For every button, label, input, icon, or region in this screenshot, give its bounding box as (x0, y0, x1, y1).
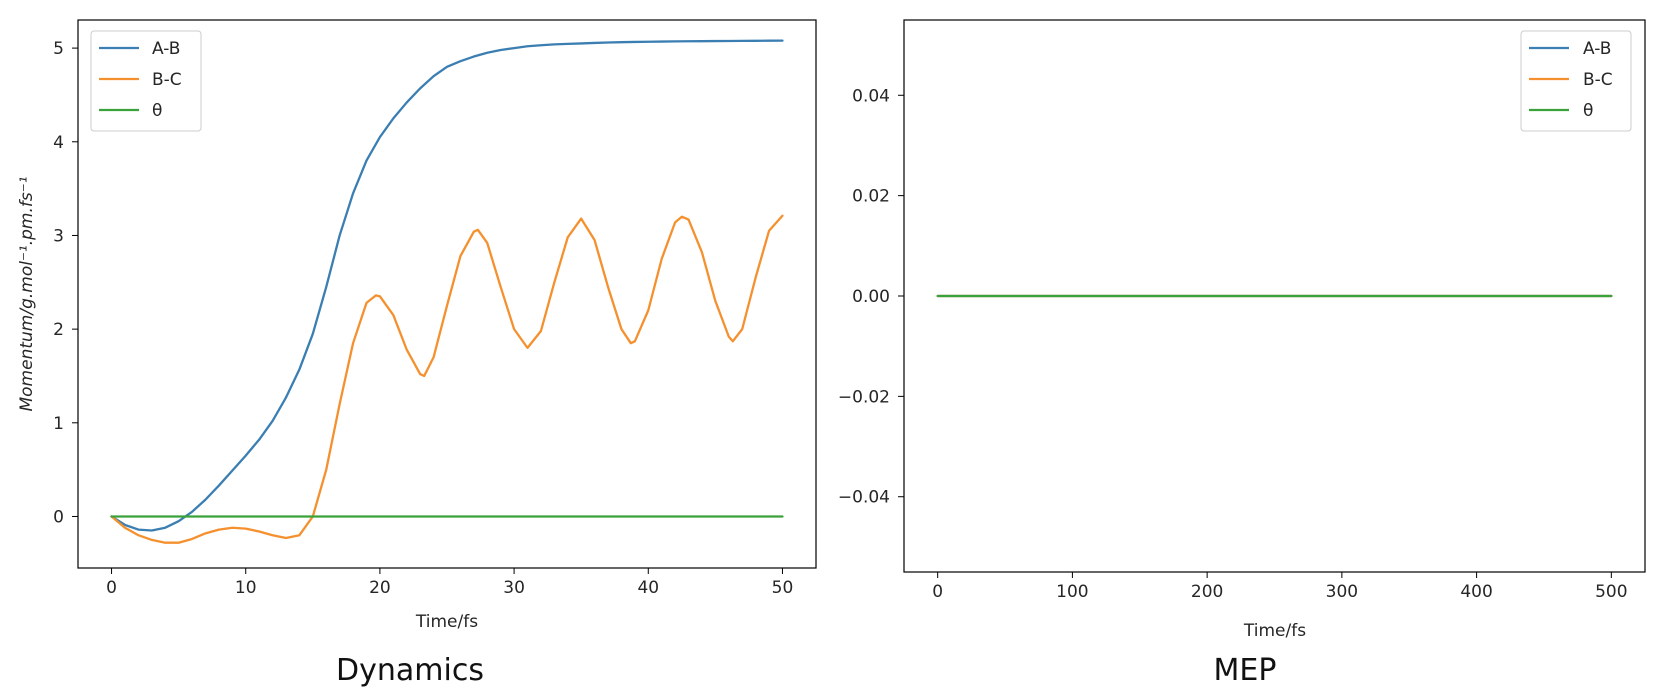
dynamics-x-tick-label: 10 (235, 578, 257, 598)
mep-x-tick-label: 500 (1595, 582, 1627, 602)
dynamics-x-axis-label: Time/fs (415, 612, 478, 632)
legend-ab-label: A-B (152, 39, 180, 59)
mep-y-tick-label: 0.04 (852, 86, 890, 106)
dynamics-x-tick-label: 0 (106, 578, 117, 598)
legend-theta-label: θ (1583, 101, 1593, 121)
dynamics-y-tick-label: 2 (53, 320, 64, 340)
mep-panel: 0 100 200 300 400 500 0.040.020.00−0.02−0.04 … (838, 19, 1646, 688)
dynamics-plot-frame (77, 19, 817, 569)
dynamics-series-ab-line (110, 39, 784, 532)
dynamics-y-tick-label: 0 (53, 507, 64, 527)
legend-theta-label: θ (152, 101, 162, 121)
mep-y-tick-label: −0.04 (838, 488, 890, 508)
mep-x-axis-label: Time/fs (1243, 621, 1306, 641)
legend-bc-label: B-C (152, 70, 182, 90)
dynamics-panel: 0 10 20 30 40 50 0 1 2 3 4 5 Time/fs Momentum/g.mo… (17, 19, 817, 688)
dynamics-x-tick-label: 40 (637, 578, 659, 598)
mep-x-tick-label: 100 (1056, 582, 1088, 602)
legend-bc-label: B-C (1583, 70, 1613, 90)
mep-caption: MEP (1214, 653, 1277, 688)
dynamics-caption: Dynamics (336, 653, 484, 688)
mep-x-tick-label: 300 (1326, 582, 1358, 602)
dynamics-x-tick-label: 50 (772, 578, 794, 598)
dynamics-y-tick-label: 4 (53, 133, 64, 153)
mep-x-tick-label: 200 (1191, 582, 1223, 602)
dynamics-x-tick-label: 20 (369, 578, 391, 598)
legend-ab-label: A-B (1583, 39, 1611, 59)
mep-x-tick-label: 0 (932, 582, 943, 602)
dynamics-y-axis-label: Momentum/g.mol⁻¹.pm.fs⁻¹ (17, 176, 37, 411)
dynamics-y-tick-label: 1 (53, 414, 64, 434)
mep-y-tick-label: −0.02 (838, 387, 890, 407)
mep-x-tick-label: 400 (1460, 582, 1492, 602)
mep-legend: A-B B-C θ (1520, 30, 1632, 132)
dynamics-legend: A-B B-C θ (90, 30, 202, 132)
dynamics-y-tick-label: 3 (53, 226, 64, 246)
mep-y-tick-label: 0.02 (852, 187, 890, 207)
mep-y-tick-label: 0.00 (852, 287, 890, 307)
dynamics-y-tick-label: 5 (53, 39, 64, 59)
dynamics-x-tick-label: 30 (503, 578, 525, 598)
dynamics-series-bc-line (110, 214, 784, 544)
